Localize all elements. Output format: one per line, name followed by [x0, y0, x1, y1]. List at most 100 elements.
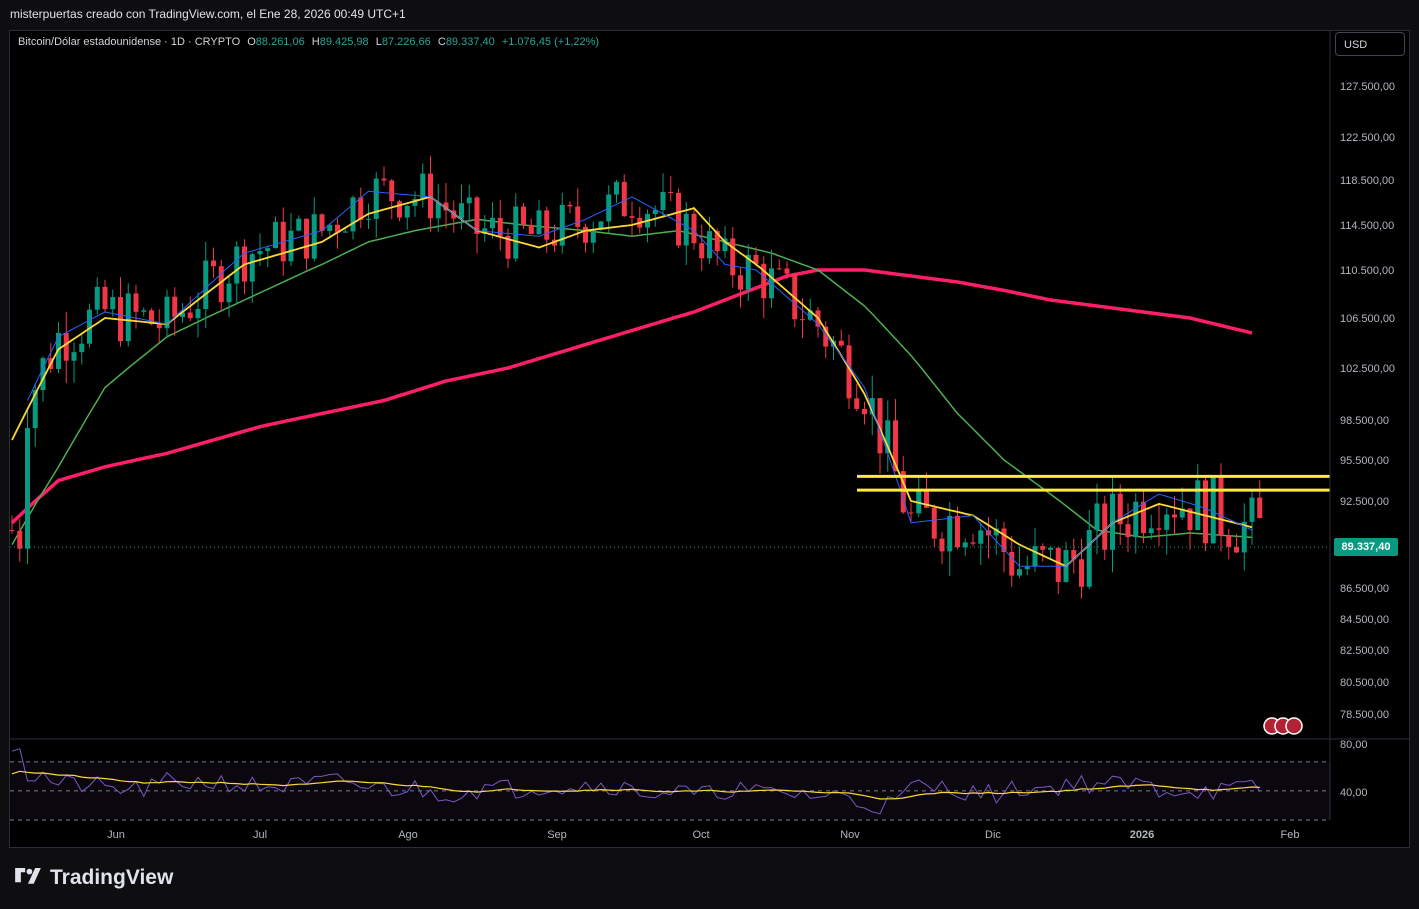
candle-body [311, 214, 317, 259]
candle-body [1156, 528, 1162, 530]
candle-body [885, 420, 891, 454]
tradingview-logo-icon [15, 868, 41, 884]
candle-body [412, 198, 418, 206]
price-tick-label: 86.500,00 [1340, 583, 1389, 595]
price-tick-label: 95.500,00 [1340, 455, 1389, 467]
candle-body [947, 515, 953, 552]
brand-footer: TradingView [12, 866, 173, 890]
candle-body [1148, 528, 1154, 534]
candle-body [854, 398, 860, 409]
candle-body [1117, 493, 1123, 525]
candle-body [559, 204, 565, 246]
candle-body [397, 201, 402, 218]
candle-body [133, 293, 139, 312]
candle-body [970, 542, 976, 544]
horizontal-levels [857, 474, 1330, 492]
candle-body [342, 231, 348, 233]
ema-long-line [10, 268, 1253, 525]
candle-body [575, 206, 581, 227]
rsi-tick-label: 80,00 [1340, 739, 1368, 751]
candle-body [211, 260, 216, 267]
candle-body [497, 217, 503, 236]
candle-body [614, 181, 619, 195]
candle-body [319, 214, 325, 231]
us-flag-event-icon[interactable] [1285, 717, 1303, 735]
candle-body [583, 226, 588, 243]
event-flags [1263, 717, 1303, 735]
candle-body [761, 263, 767, 299]
candle-body [1110, 493, 1115, 550]
time-tick-label: Ago [398, 829, 418, 841]
candle-body [366, 218, 371, 220]
candle-body [807, 310, 813, 320]
time-tick-label: Dic [985, 829, 1001, 841]
candle-body [707, 231, 712, 259]
candle-body [1203, 480, 1208, 544]
candle-body [428, 173, 433, 219]
chart-frame[interactable] [9, 30, 1410, 848]
candle-body [1172, 514, 1177, 518]
candle-body [862, 408, 867, 415]
candle-body [924, 489, 929, 508]
price-tick-label: 122.500,00 [1340, 132, 1395, 144]
candle-body [296, 218, 302, 231]
candle-body [459, 203, 464, 219]
candle-body [187, 312, 193, 319]
candle-body [32, 390, 38, 429]
candle-body [745, 254, 751, 290]
candle-body [435, 202, 441, 219]
candle-body [1048, 547, 1053, 550]
time-tick-label: Nov [840, 829, 860, 841]
candle-body [1218, 477, 1224, 536]
candle-body [1001, 528, 1007, 553]
candle-body [1257, 497, 1263, 519]
price-tick-label: 78.500,00 [1340, 709, 1389, 721]
candle-body [420, 173, 426, 199]
candle-body [621, 181, 627, 217]
candle-body [1164, 514, 1170, 530]
candle-body [94, 286, 100, 310]
candle-body [1079, 559, 1084, 587]
candle-body [265, 248, 271, 252]
candle-body [1179, 508, 1185, 518]
candle-body [1226, 535, 1232, 547]
candle-body [172, 296, 178, 318]
candle-body [1102, 503, 1108, 550]
candle-body [691, 213, 697, 244]
candle-body [335, 224, 340, 233]
candle-body [544, 210, 550, 240]
candle-body [1125, 524, 1131, 538]
candle-body [443, 202, 449, 211]
currency-button[interactable]: USD [1335, 32, 1405, 56]
candle-body [350, 197, 356, 232]
open-value: 88.261,06 [255, 36, 305, 48]
candle-body [869, 398, 875, 415]
ema-mid-line [11, 195, 1253, 568]
candle-body [110, 297, 116, 310]
candle-body [490, 217, 495, 229]
candle-body [71, 352, 77, 361]
time-tick-label: Jul [253, 829, 267, 841]
candle-body [474, 197, 480, 234]
candle-body [373, 178, 379, 219]
ema-fast-path [27, 190, 1253, 567]
candle-body [9, 530, 15, 532]
candle-body [792, 273, 798, 320]
candle-body [389, 180, 395, 202]
price-tick-label: 114.500,00 [1340, 220, 1394, 232]
price-tick-label: 84.500,00 [1340, 614, 1389, 626]
candle-body [1234, 546, 1239, 553]
price-tick-label: 118.500,00 [1340, 175, 1394, 187]
candle-body [683, 213, 689, 246]
candle-body [288, 230, 294, 262]
ema-slow-path [11, 218, 1253, 545]
candle-body [125, 293, 131, 342]
candle-body [513, 206, 519, 259]
price-tick-label: 102.500,00 [1340, 363, 1395, 375]
candle-body [1071, 550, 1077, 560]
price-tick-label: 110.500,00 [1340, 265, 1394, 277]
time-axis: Jun Jul Ago Sep Oct Nov Dic 2026 Feb [107, 829, 1299, 841]
rsi-tick-label: 40,00 [1340, 787, 1368, 799]
candle-body [900, 471, 906, 513]
